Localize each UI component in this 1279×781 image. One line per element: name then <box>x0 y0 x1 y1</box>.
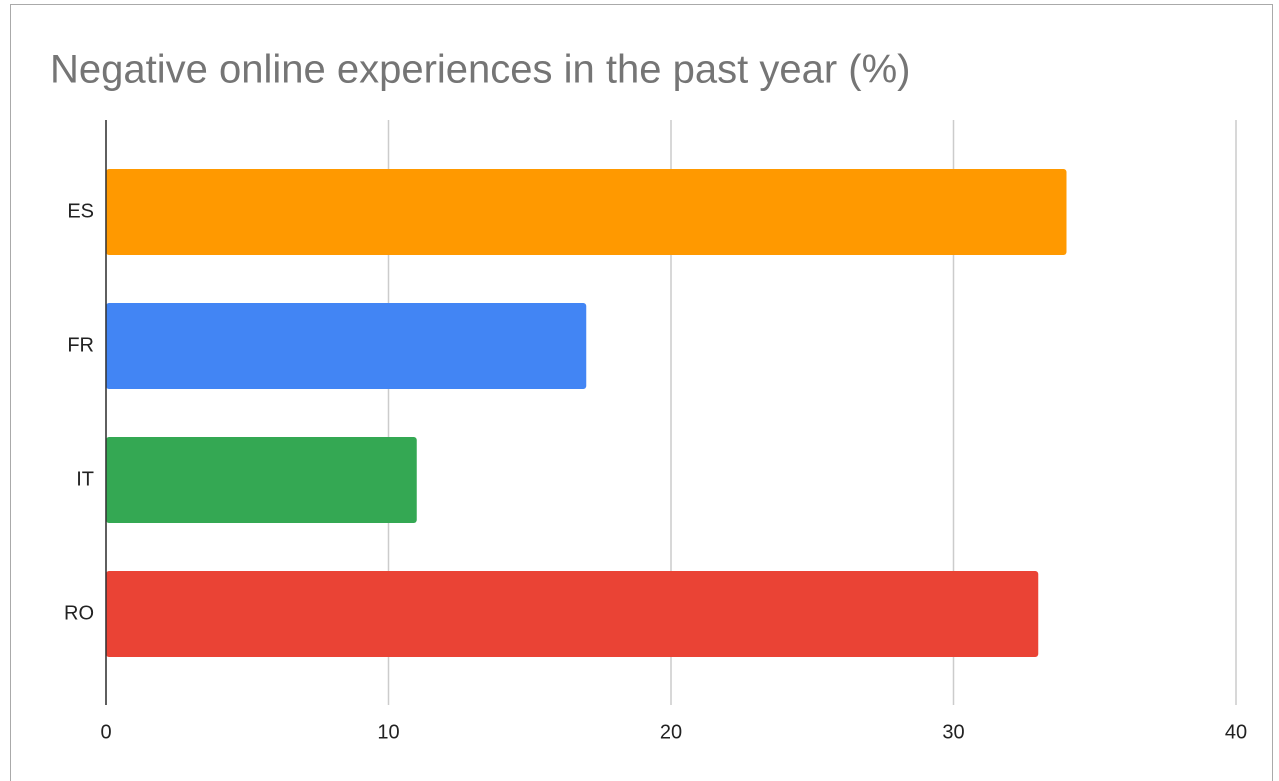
x-tick-label: 40 <box>1225 721 1247 743</box>
y-tick-label: IT <box>76 468 94 490</box>
y-tick-label: RO <box>64 602 94 624</box>
y-tick-label: ES <box>67 200 94 222</box>
x-tick-label: 10 <box>377 721 399 743</box>
bar <box>106 303 587 389</box>
x-tick-label: 0 <box>100 721 111 743</box>
bar <box>106 437 417 523</box>
y-tick-label: FR <box>67 334 94 356</box>
x-tick-label: 30 <box>942 721 964 743</box>
bar <box>106 169 1067 255</box>
bar <box>106 571 1039 657</box>
chart-title: Negative online experiences in the past … <box>50 48 910 92</box>
chart-frame <box>10 4 1273 781</box>
x-tick-label: 20 <box>660 721 682 743</box>
